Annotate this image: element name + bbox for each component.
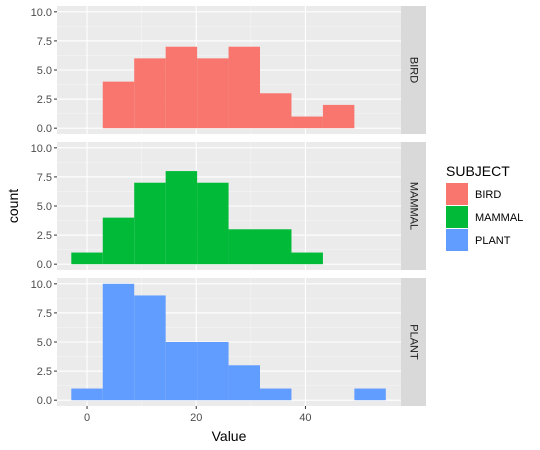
bar-plant-2 [134, 295, 166, 401]
y-tick-label: 10.0 [31, 143, 52, 155]
facet-strip-label: MAMMAL [408, 182, 420, 230]
y-tick-label: 5.0 [37, 201, 52, 213]
x-axis-title: Value [212, 428, 247, 444]
y-tick-label: 5.0 [37, 337, 52, 349]
x-tick-label: 40 [299, 412, 311, 424]
legend-label: PLANT [475, 235, 511, 247]
legend-key-mammal [446, 206, 468, 228]
bar-bird-4 [197, 58, 229, 129]
bar-plant-1 [102, 283, 135, 401]
legend-key-bird [446, 183, 468, 205]
x-tick-label: 20 [190, 412, 202, 424]
y-tick-label: 7.5 [37, 308, 52, 320]
bar-mammal-7 [291, 252, 323, 265]
legend-label: MAMMAL [475, 212, 523, 224]
facet-strip-label: PLANT [408, 324, 420, 360]
facet-strip-label: BIRD [408, 57, 420, 83]
bar-mammal-0 [71, 252, 103, 265]
bar-mammal-3 [165, 171, 198, 265]
bar-bird-8 [322, 104, 355, 129]
legend-title: SUBJECT [446, 163, 510, 179]
bar-bird-2 [134, 58, 166, 129]
bar-bird-7 [291, 116, 323, 129]
y-tick-label: 2.5 [37, 230, 52, 242]
facet-strip [401, 6, 426, 134]
bar-plant-4 [197, 342, 229, 401]
bar-plant-9 [354, 388, 386, 401]
y-axis-title: count [5, 189, 21, 223]
bar-bird-5 [228, 46, 261, 129]
bar-plant-3 [165, 342, 198, 401]
bar-plant-6 [260, 388, 292, 401]
y-tick-label: 7.5 [37, 36, 52, 48]
legend-key-plant [446, 229, 468, 251]
bar-bird-1 [102, 81, 135, 129]
y-tick-label: 0.0 [37, 395, 52, 407]
legend-label: BIRD [475, 189, 501, 201]
y-tick-label: 7.5 [37, 172, 52, 184]
x-tick-label: 0 [84, 412, 90, 424]
y-tick-label: 0.0 [37, 259, 52, 271]
bar-mammal-1 [102, 217, 135, 265]
bar-mammal-6 [260, 229, 292, 265]
bar-mammal-5 [228, 229, 261, 265]
bar-plant-5 [228, 365, 261, 401]
facet-strip [401, 142, 426, 270]
y-tick-label: 2.5 [37, 94, 52, 106]
bar-bird-3 [165, 46, 198, 129]
y-tick-label: 10.0 [31, 279, 52, 291]
y-tick-label: 2.5 [37, 366, 52, 378]
y-tick-label: 10.0 [31, 7, 52, 19]
facet-strip [401, 278, 426, 406]
bar-plant-0 [71, 388, 103, 401]
y-tick-label: 5.0 [37, 65, 52, 77]
bar-mammal-4 [197, 182, 229, 265]
y-tick-label: 0.0 [37, 123, 52, 135]
bar-bird-6 [260, 93, 292, 129]
bar-mammal-2 [134, 182, 166, 265]
